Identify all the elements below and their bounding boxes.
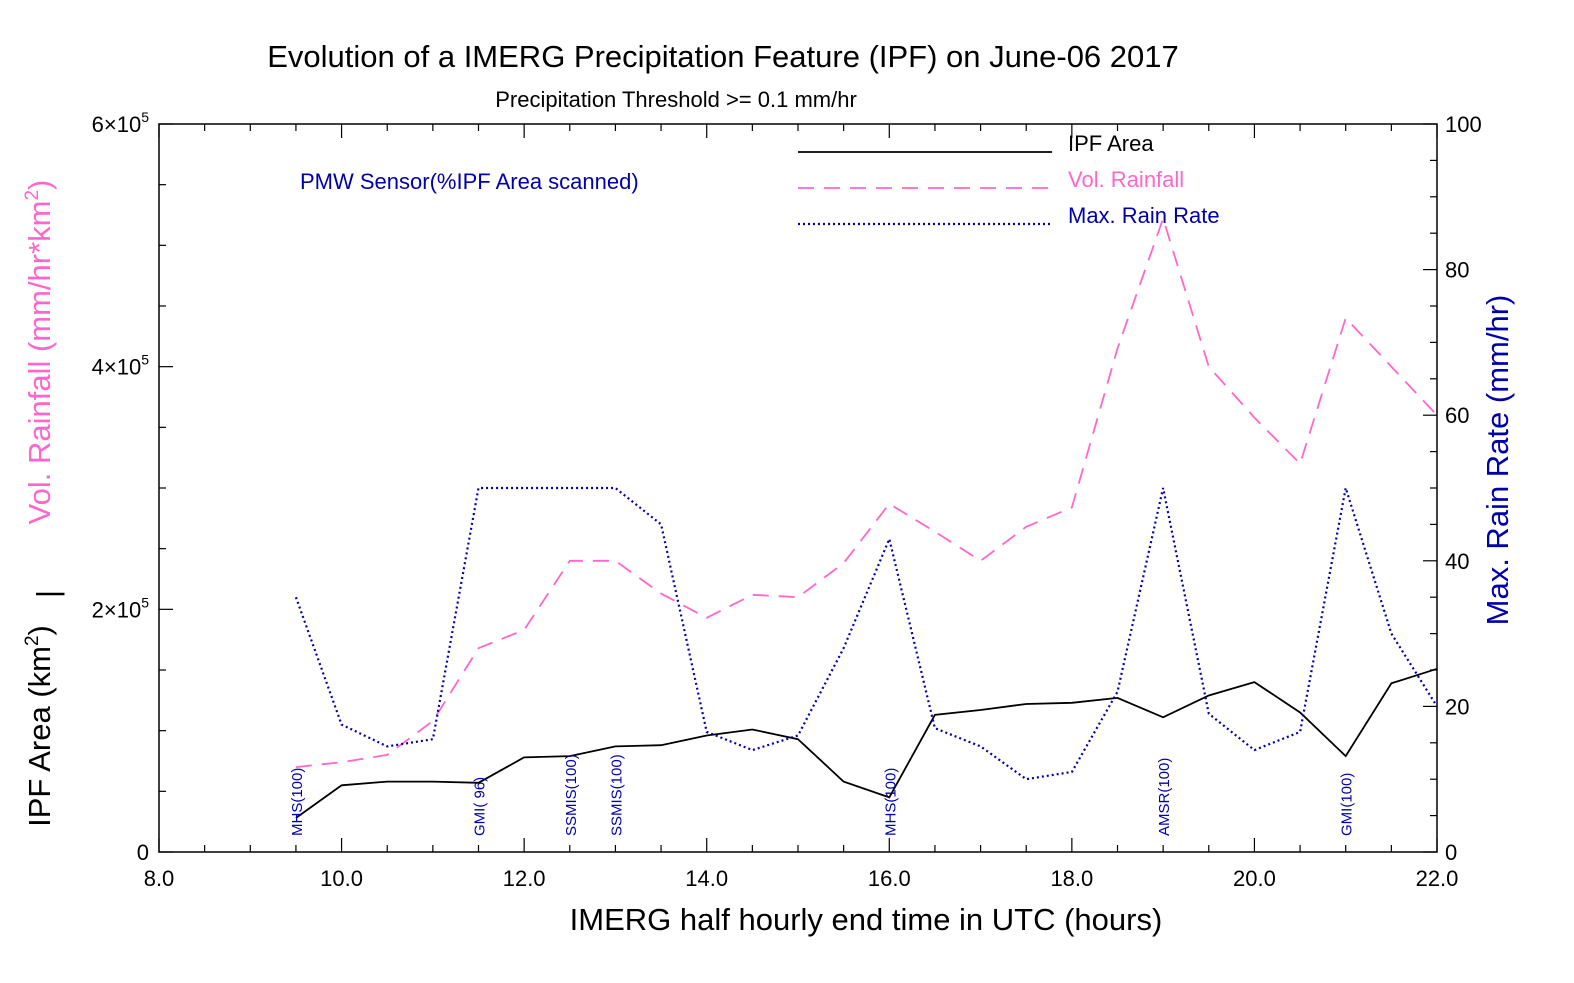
sensor-annotation: MHS(100) — [882, 768, 899, 836]
x-tick-label: 10.0 — [320, 866, 363, 891]
x-tick-label: 18.0 — [1050, 866, 1093, 891]
x-tick-label: 14.0 — [685, 866, 728, 891]
svg-text:|: | — [30, 590, 65, 598]
x-tick-label: 12.0 — [503, 866, 546, 891]
series-vol-rainfall-line — [295, 215, 1438, 768]
y-axis-label-ipf-area: IPF Area (km2) — [22, 625, 57, 827]
right-y-tick-label: 20 — [1445, 694, 1469, 719]
series-ipf-area-line — [295, 667, 1438, 819]
chart-subtitle: Precipitation Threshold >= 0.1 mm/hr — [495, 87, 857, 112]
sensor-annotation: MHS(100) — [289, 768, 306, 836]
legend-label: IPF Area — [1068, 131, 1154, 156]
x-tick-label: 22.0 — [1416, 866, 1459, 891]
sensor-annotation: SSMIS(100) — [563, 754, 580, 836]
right-axis-label: Max. Rain Rate (mm/hr) — [1480, 295, 1515, 626]
left-y-tick-label: 6×105 — [92, 109, 150, 137]
sensor-annotation: GMI(100) — [1339, 773, 1356, 836]
right-y-tick-label: 80 — [1445, 258, 1469, 283]
right-y-tick-label: 0 — [1445, 840, 1457, 865]
series-max-rain-rate-line — [294, 486, 1438, 781]
left-y-tick-label: 0 — [137, 840, 149, 865]
x-axis-label: IMERG half hourly end time in UTC (hours… — [570, 902, 1163, 937]
y-axis-separator: | — [30, 590, 65, 598]
x-tick-label: 8.0 — [144, 866, 175, 891]
left-y-tick-label: 4×105 — [92, 352, 150, 380]
plot-frame — [158, 123, 1438, 853]
x-tick-label: 20.0 — [1233, 866, 1276, 891]
svg-text:Max. Rain Rate (mm/hr): Max. Rain Rate (mm/hr) — [1480, 295, 1515, 626]
legend-title: PMW Sensor(%IPF Area scanned) — [300, 169, 639, 194]
legend-label: Vol. Rainfall — [1068, 167, 1184, 192]
x-tick-label: 16.0 — [868, 866, 911, 891]
right-y-tick-label: 100 — [1445, 112, 1482, 137]
right-y-tick-label: 60 — [1445, 403, 1469, 428]
sensor-annotation: GMI( 96) — [472, 777, 489, 836]
right-y-tick-label: 40 — [1445, 549, 1469, 574]
sensor-annotation: SSMIS(100) — [608, 754, 625, 836]
sensor-annotation: AMSR(100) — [1156, 758, 1173, 836]
svg-text:IPF Area (km2): IPF Area (km2) — [22, 625, 57, 827]
chart-title: Evolution of a IMERG Precipitation Featu… — [267, 39, 1179, 74]
legend-label: Max. Rain Rate — [1068, 203, 1220, 228]
left-y-tick-label: 2×105 — [92, 594, 150, 622]
y-axis-label-vol-rainfall: Vol. Rainfall (mm/hr*km2) — [22, 180, 57, 525]
svg-text:Vol. Rainfall (mm/hr*km2): Vol. Rainfall (mm/hr*km2) — [22, 180, 57, 525]
